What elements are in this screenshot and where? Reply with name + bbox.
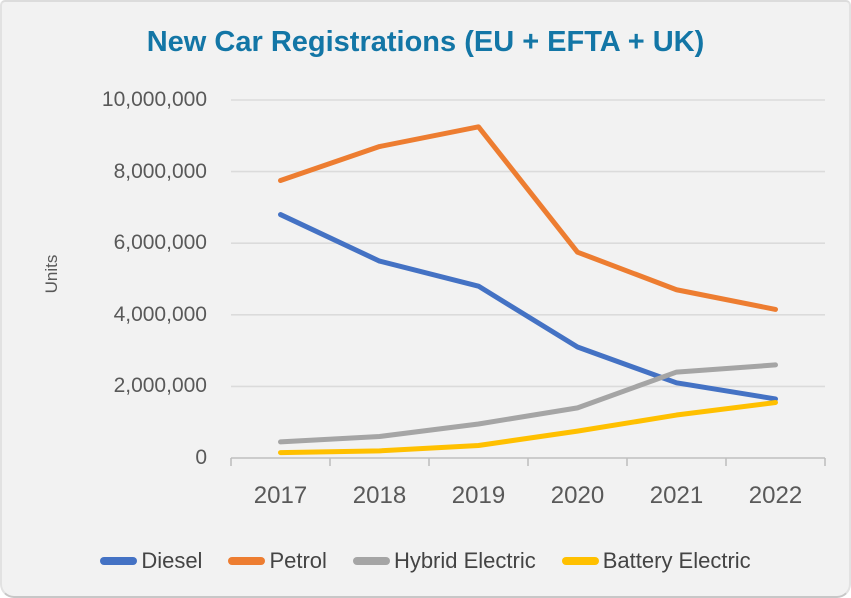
- y-tick-label-2m: 2,000,000: [113, 374, 207, 398]
- hybrid-electric-line-swatch-icon: [352, 557, 390, 565]
- y-axis-title: Units: [42, 254, 61, 294]
- x-tick-label-2017: 2017: [253, 482, 308, 509]
- x-axis: [230, 457, 826, 466]
- legend-label-petrol: Petrol: [269, 548, 327, 573]
- x-tick-label-2019: 2019: [451, 482, 506, 509]
- legend-label-hybrid-electric: Hybrid Electric: [393, 548, 536, 573]
- legend-label-diesel: Diesel: [141, 548, 203, 573]
- x-tick-label-2020: 2020: [550, 482, 605, 509]
- legend-item-hybrid-electric: Hybrid Electric: [352, 548, 536, 574]
- y-tick-label-8m: 8,000,000: [113, 159, 207, 183]
- legend-item-battery-electric: Battery Electric: [561, 548, 751, 574]
- y-tick-label-10m: 10,000,000: [101, 88, 207, 111]
- series-lines: [278, 124, 778, 456]
- gridlines: [231, 99, 825, 388]
- legend: Diesel Petrol Hybrid Electric Battery El…: [2, 548, 849, 574]
- y-tick-label-6m: 6,000,000: [113, 231, 207, 255]
- legend-item-petrol: Petrol: [228, 548, 327, 574]
- x-tick-label-2022: 2022: [748, 482, 803, 509]
- y-tick-label-0: 0: [195, 446, 207, 469]
- legend-item-diesel: Diesel: [100, 548, 202, 574]
- legend-label-battery-electric: Battery Electric: [602, 548, 751, 573]
- x-tick-label-2021: 2021: [649, 482, 704, 509]
- petrol-line-swatch-icon: [228, 557, 266, 565]
- diesel-line-swatch-icon: [100, 557, 138, 565]
- battery-electric-line-swatch-icon: [561, 557, 599, 565]
- x-tick-label-2018: 2018: [352, 482, 407, 509]
- y-tick-label-4m: 4,000,000: [113, 302, 207, 326]
- chart-title: New Car Registrations (EU + EFTA + UK): [146, 26, 705, 58]
